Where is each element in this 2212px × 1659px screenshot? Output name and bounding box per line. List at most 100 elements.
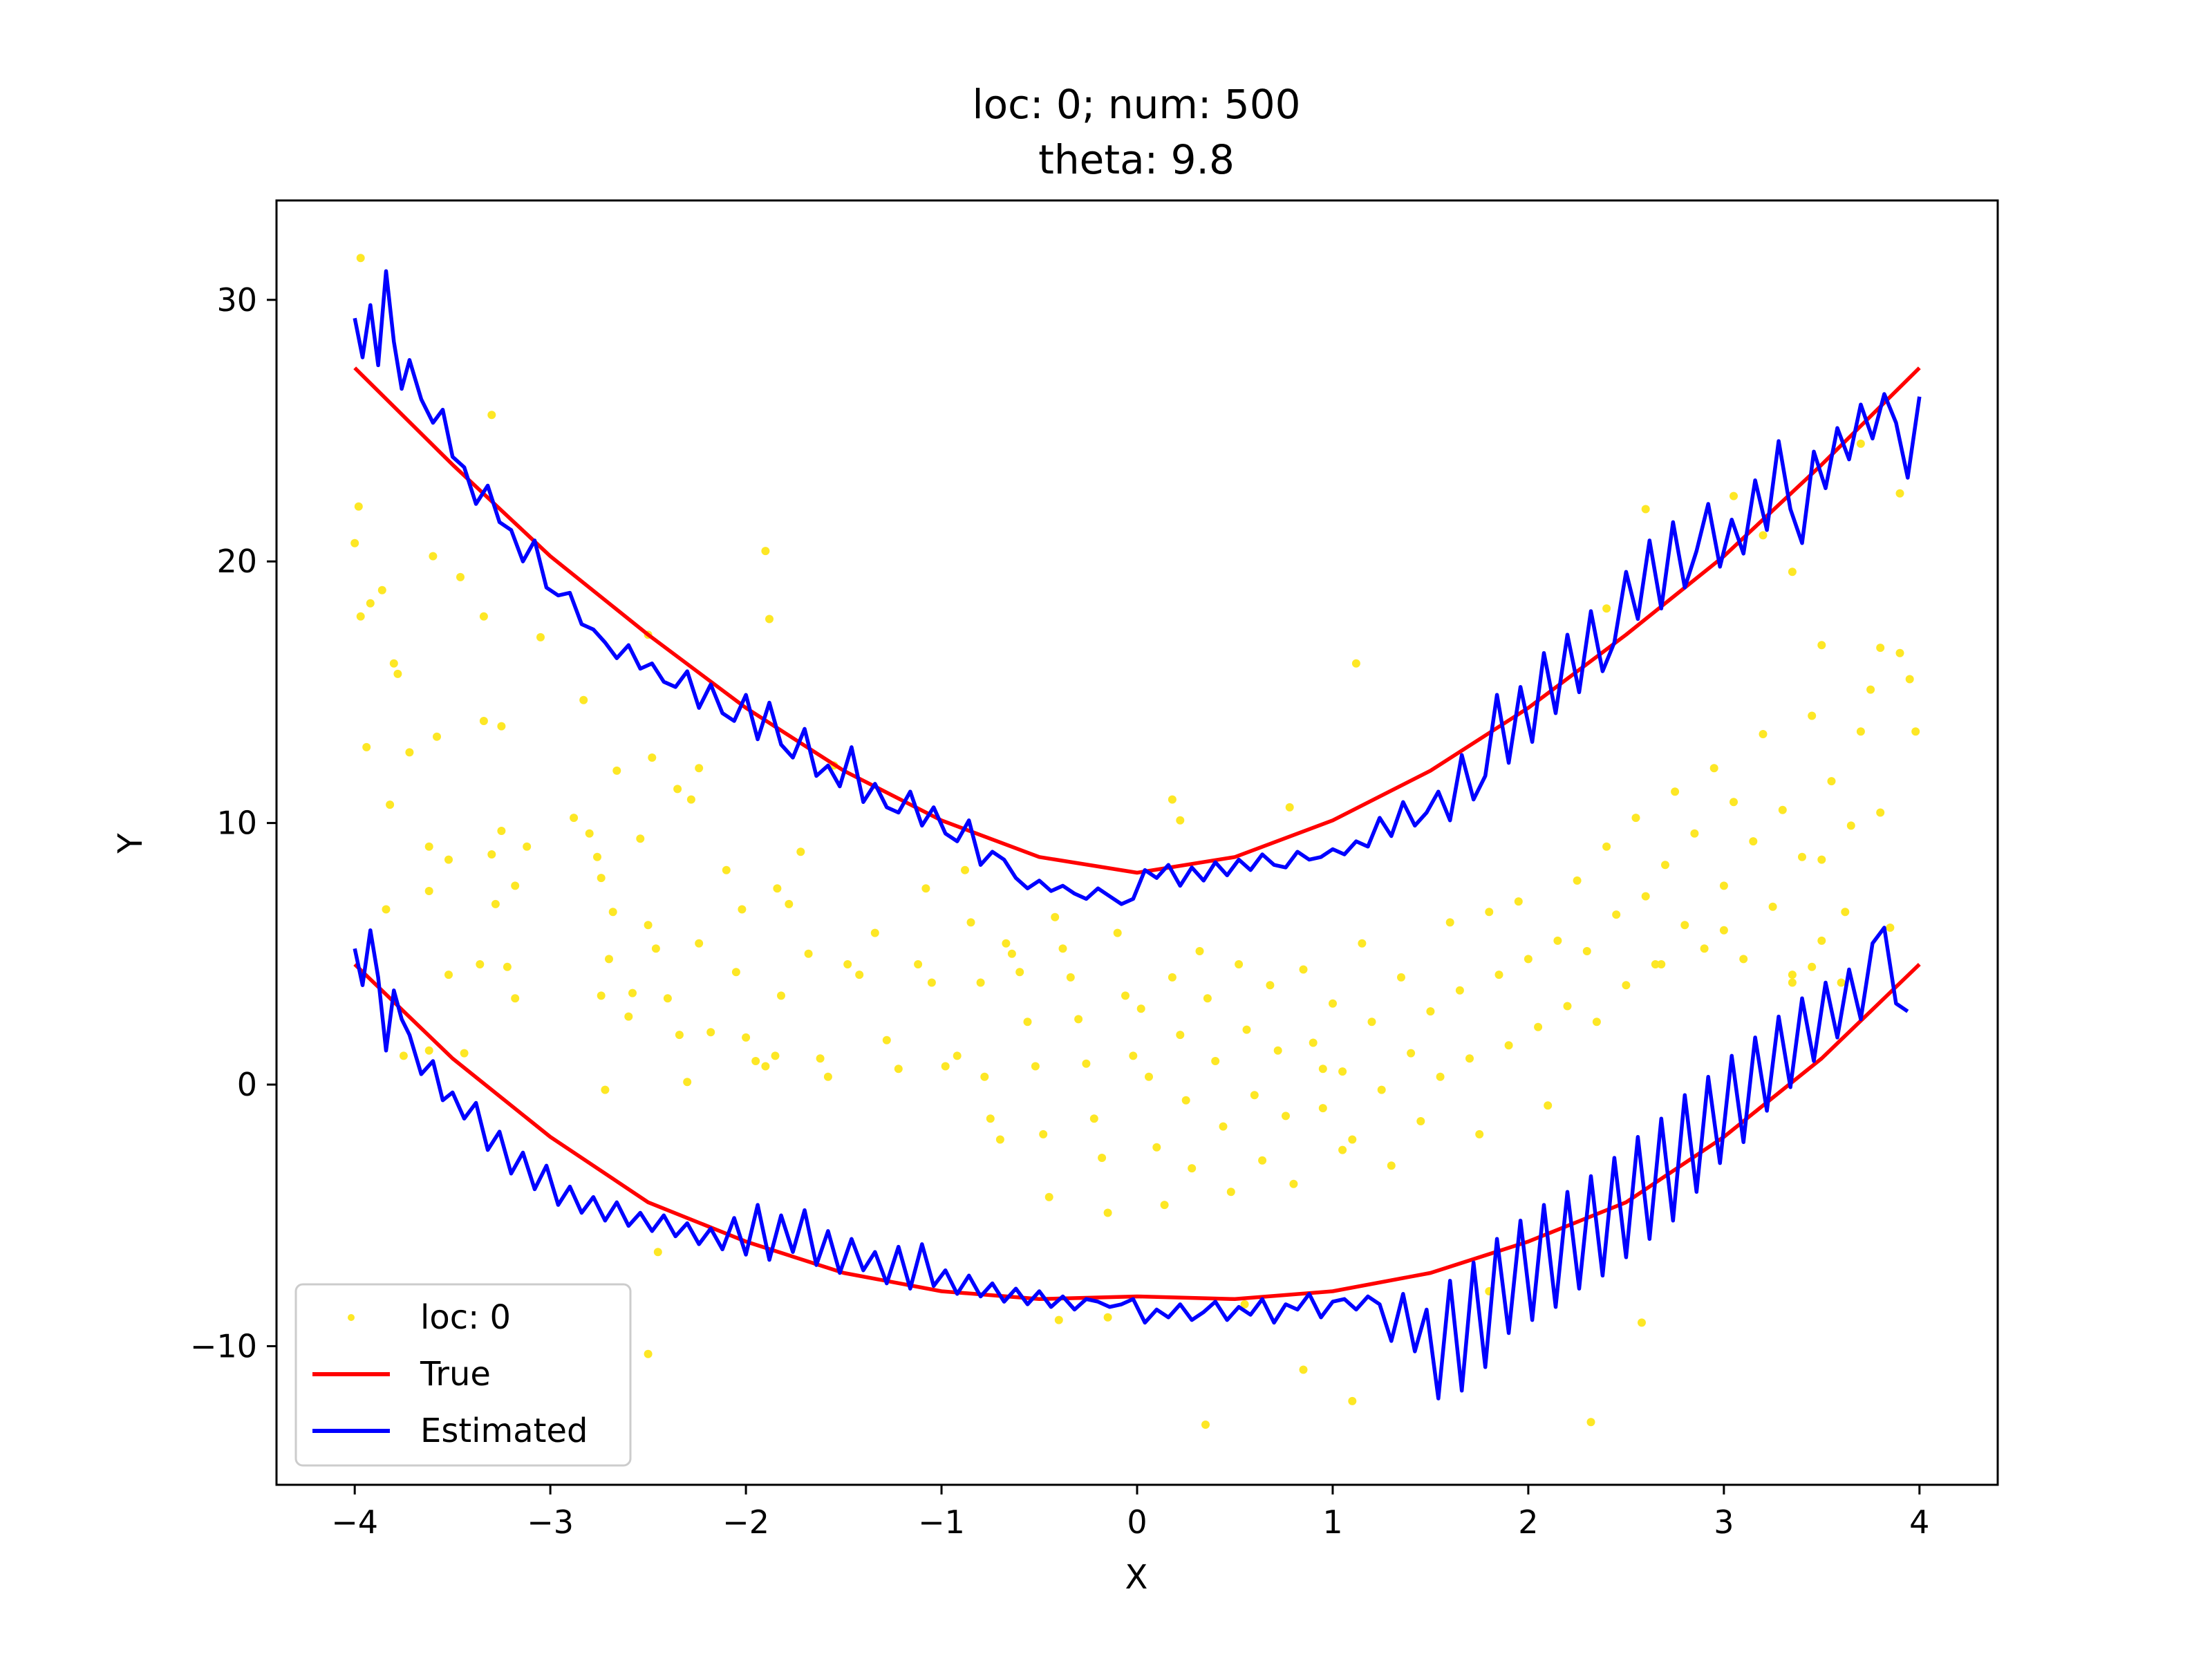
- scatter-point: [1651, 960, 1660, 968]
- scatter-point: [1788, 568, 1797, 577]
- scatter-point: [424, 887, 433, 895]
- scatter-point: [1348, 1135, 1357, 1144]
- scatter-point: [1129, 1051, 1138, 1060]
- scatter-point: [624, 1012, 633, 1021]
- scatter-point: [816, 1054, 825, 1063]
- scatter-point: [683, 1078, 692, 1087]
- scatter-point: [1612, 910, 1621, 919]
- scatter-point: [356, 254, 365, 263]
- scatter-point: [1176, 816, 1185, 825]
- scatter-point: [1416, 1117, 1425, 1125]
- scatter-point: [1160, 1201, 1169, 1210]
- scatter-point: [1514, 897, 1523, 906]
- scatter-point: [1058, 944, 1067, 953]
- scatter-point: [1911, 727, 1920, 736]
- legend-label-scatter: loc: 0: [420, 1298, 511, 1337]
- scatter-point: [1841, 908, 1850, 917]
- scatter-point: [601, 1085, 610, 1094]
- legend-label-true: True: [420, 1355, 491, 1394]
- scatter-point: [593, 852, 601, 861]
- scatter-point: [1188, 1164, 1197, 1173]
- scatter-point: [1465, 1054, 1474, 1063]
- scatter-point: [1195, 947, 1204, 955]
- y-tick-label: 30: [216, 281, 257, 319]
- scatter-point: [1051, 912, 1060, 921]
- scatter-point: [1749, 837, 1758, 846]
- scatter-point: [914, 960, 923, 968]
- scatter-point: [953, 1051, 962, 1060]
- scatter-point: [742, 1033, 751, 1042]
- scatter-point: [354, 502, 363, 511]
- scatter-point: [1524, 955, 1533, 964]
- scatter-point: [1299, 965, 1308, 974]
- scatter-point: [1788, 971, 1797, 980]
- scatter-point: [1007, 949, 1016, 958]
- scatter-point: [1377, 1085, 1386, 1094]
- scatter-point: [1759, 531, 1768, 540]
- scatter-point: [1622, 981, 1631, 990]
- scatter-point: [1152, 1143, 1161, 1152]
- scatter-point: [456, 572, 465, 581]
- scatter-point: [1586, 1418, 1595, 1427]
- scatter-point: [424, 1046, 433, 1055]
- scatter-point: [1534, 1022, 1543, 1031]
- scatter-point: [356, 612, 365, 621]
- scatter-point: [1282, 1112, 1290, 1121]
- scatter-point: [1638, 1318, 1646, 1327]
- scatter-point: [1485, 908, 1494, 917]
- x-tick-label: 2: [1518, 1503, 1538, 1541]
- scatter-point: [855, 971, 864, 980]
- scatter-point: [1856, 439, 1865, 448]
- scatter-point: [1504, 1041, 1513, 1050]
- scatter-point: [429, 552, 438, 561]
- scatter-point: [382, 905, 391, 914]
- scatter-point: [648, 753, 657, 762]
- scatter-point: [796, 847, 805, 856]
- scatter-point: [1145, 1072, 1153, 1081]
- scatter-point: [570, 814, 579, 823]
- scatter-point: [804, 949, 813, 958]
- scatter-point: [1015, 968, 1024, 977]
- scatter-point: [1273, 1046, 1282, 1055]
- scatter-point: [1641, 892, 1650, 901]
- scatter-point: [1203, 994, 1212, 1003]
- scatter-point: [1886, 924, 1895, 932]
- scatter-point: [497, 827, 506, 835]
- scatter-point: [1211, 1057, 1220, 1065]
- scatter-point: [433, 732, 441, 741]
- scatter-point: [1039, 1130, 1048, 1138]
- scatter-point: [1759, 730, 1768, 738]
- scatter-point: [738, 905, 747, 914]
- scatter-point: [1876, 808, 1885, 817]
- scatter-point: [1407, 1049, 1416, 1058]
- legend-label-estimated: Estimated: [420, 1412, 588, 1450]
- scatter-point: [751, 1057, 760, 1065]
- scatter-point: [761, 1062, 770, 1071]
- scatter-point: [1817, 936, 1826, 945]
- scatter-point: [1895, 648, 1904, 657]
- scatter-point: [1285, 803, 1294, 812]
- x-axis-label: X: [1125, 1558, 1148, 1597]
- x-tick-label: 4: [1909, 1503, 1929, 1541]
- scatter-point: [1226, 1188, 1235, 1197]
- scatter-point: [497, 722, 506, 731]
- scatter-point: [761, 547, 770, 556]
- scatter-point: [1289, 1179, 1298, 1188]
- scatter-point: [636, 834, 645, 843]
- x-tick-label: −1: [918, 1503, 965, 1541]
- x-tick-label: −4: [331, 1503, 378, 1541]
- scatter-point: [986, 1114, 995, 1123]
- scatter-point: [1856, 727, 1865, 736]
- scatter-point: [1661, 861, 1669, 870]
- scatter-point: [366, 599, 375, 608]
- scatter-point: [927, 978, 936, 987]
- scatter-point: [1895, 489, 1904, 498]
- scatter-point: [597, 874, 606, 883]
- scatter-point: [1387, 1161, 1396, 1170]
- scatter-point: [1778, 805, 1787, 814]
- scatter-point: [894, 1065, 903, 1074]
- scatter-point: [1031, 1062, 1040, 1071]
- scatter-point: [1739, 955, 1748, 964]
- scatter-point: [1329, 999, 1337, 1008]
- scatter-point: [628, 988, 637, 997]
